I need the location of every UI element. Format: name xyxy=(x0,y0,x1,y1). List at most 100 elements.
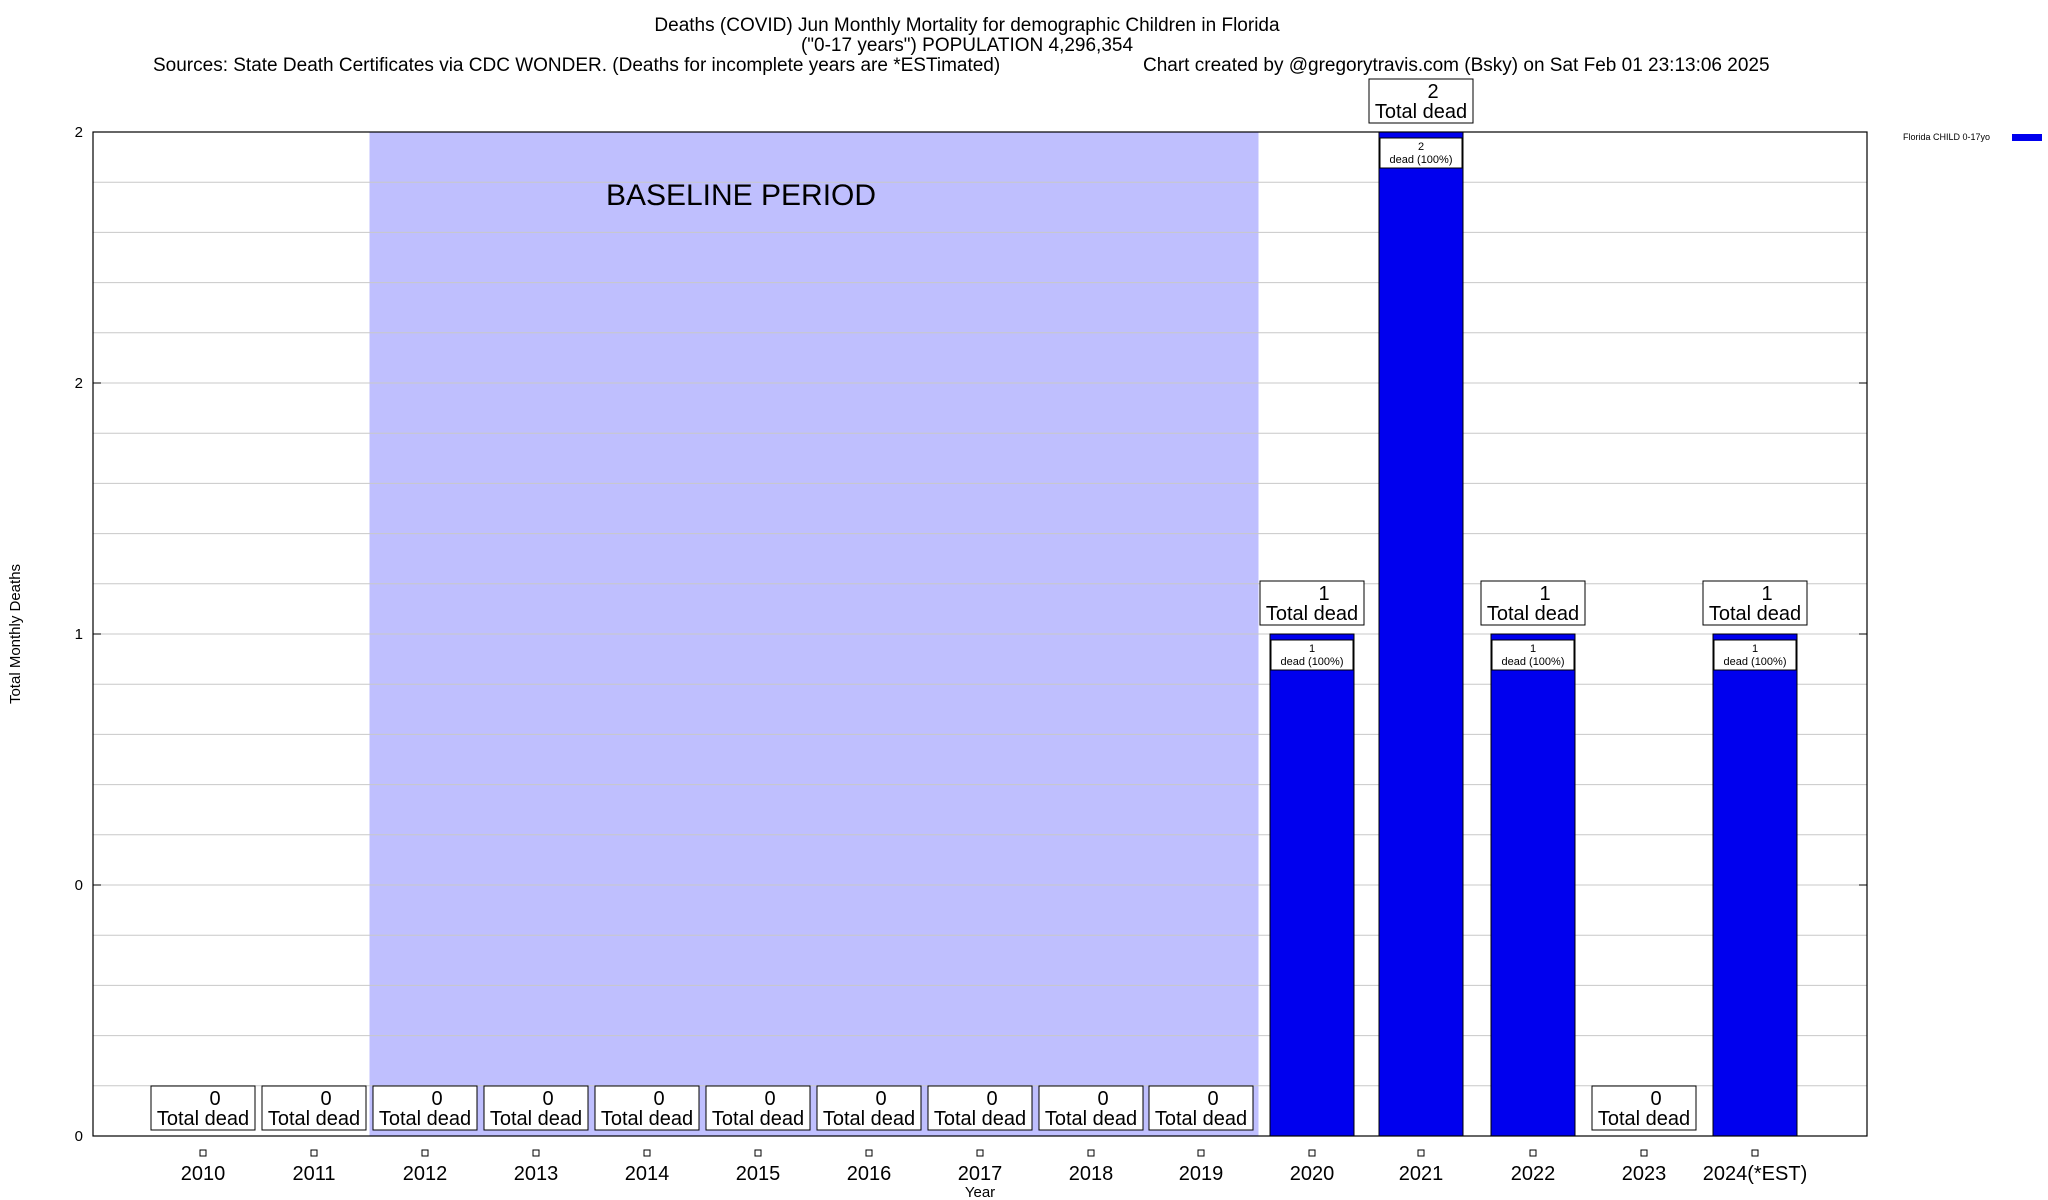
total-label-text: Total dead xyxy=(1598,1108,1690,1130)
total-label-box xyxy=(1259,580,1365,626)
x-tick-label: 2022 xyxy=(1511,1163,1556,1185)
total-label-text: Total dead xyxy=(712,1108,804,1130)
total-label-box xyxy=(816,1085,922,1131)
x-tick-marker xyxy=(1529,1149,1537,1157)
x-tick-label: 2023 xyxy=(1622,1163,1667,1185)
x-tick-marker xyxy=(1640,1149,1648,1157)
total-label-text: Total dead xyxy=(1709,603,1801,625)
x-tick-label: 2021 xyxy=(1399,1163,1444,1185)
total-label-box xyxy=(1038,1085,1144,1131)
total-label-text: Total dead xyxy=(1487,603,1579,625)
x-tick-marker xyxy=(1308,1149,1316,1157)
total-label-text: Total dead xyxy=(379,1108,471,1130)
x-axis-title: Year xyxy=(965,1184,995,1200)
x-tick-marker xyxy=(1751,1149,1759,1157)
bar xyxy=(1490,633,1576,1137)
total-label-value: 0 xyxy=(209,1088,220,1110)
segment-label-box xyxy=(1491,639,1575,671)
segment-label-box xyxy=(1379,137,1463,169)
total-label-box xyxy=(1591,1085,1697,1131)
total-label-box xyxy=(150,1085,256,1131)
legend-label: Florida CHILD 0-17yo xyxy=(1903,132,1990,142)
total-label-box xyxy=(372,1085,478,1131)
total-label-box xyxy=(483,1085,589,1131)
x-tick-label: 2019 xyxy=(1179,1163,1224,1185)
x-tick-label: 2017 xyxy=(958,1163,1003,1185)
x-tick-label: 2010 xyxy=(181,1163,226,1185)
x-tick-label: 2013 xyxy=(514,1163,559,1185)
total-label-value: 1 xyxy=(1318,583,1329,605)
total-label-value: 0 xyxy=(1650,1088,1661,1110)
total-label-box xyxy=(261,1085,367,1131)
chart-credit: Chart created by @gregorytravis.com (Bsk… xyxy=(1143,55,1770,76)
total-label-value: 0 xyxy=(986,1088,997,1110)
total-label-value: 0 xyxy=(542,1088,553,1110)
x-tick-marker xyxy=(421,1149,429,1157)
bar xyxy=(1378,131,1464,1137)
total-label-value: 2 xyxy=(1427,81,1438,103)
segment-label-value: 1 xyxy=(1752,643,1758,655)
x-tick-marker xyxy=(1197,1149,1205,1157)
segment-label-box xyxy=(1270,639,1354,671)
x-tick-label: 2011 xyxy=(292,1163,335,1185)
y-tick-label: 2 xyxy=(75,375,83,392)
x-tick-label: 2018 xyxy=(1069,1163,1114,1185)
x-tick-marker xyxy=(643,1149,651,1157)
x-tick-marker xyxy=(976,1149,984,1157)
x-tick-label: 2014 xyxy=(625,1163,670,1185)
total-label-text: Total dead xyxy=(1266,603,1358,625)
chart-subtitle: ("0-17 years") POPULATION 4,296,354 xyxy=(801,35,1133,56)
segment-label-value: 2 xyxy=(1418,141,1424,153)
total-label-value: 0 xyxy=(1097,1088,1108,1110)
total-label-value: 0 xyxy=(653,1088,664,1110)
segment-label-box xyxy=(1713,639,1797,671)
x-tick-label: 2016 xyxy=(847,1163,892,1185)
chart-header: Deaths (COVID) Jun Monthly Mortality for… xyxy=(153,15,1770,76)
y-tick-label: 1 xyxy=(75,626,83,643)
bar xyxy=(1269,633,1355,1137)
total-label-value: 0 xyxy=(431,1088,442,1110)
total-label-text: Total dead xyxy=(490,1108,582,1130)
total-label-box xyxy=(1368,78,1474,124)
total-label-value: 0 xyxy=(320,1088,331,1110)
y-axis-title: Total Monthly Deaths xyxy=(7,564,24,704)
total-label-value: 1 xyxy=(1539,583,1550,605)
x-tick-marker xyxy=(310,1149,318,1157)
legend: Florida CHILD 0-17yo xyxy=(1903,132,2042,142)
segment-label-text: dead (100%) xyxy=(1502,656,1565,668)
baseline-label: BASELINE PERIOD xyxy=(606,179,876,212)
total-label-value: 1 xyxy=(1761,583,1772,605)
x-tick-marker xyxy=(1087,1149,1095,1157)
x-tick-marker xyxy=(532,1149,540,1157)
total-label-box xyxy=(927,1085,1033,1131)
legend-swatch xyxy=(2012,134,2042,141)
total-label-text: Total dead xyxy=(1155,1108,1247,1130)
total-label-value: 0 xyxy=(764,1088,775,1110)
segment-label-text: dead (100%) xyxy=(1281,656,1344,668)
total-label-text: Total dead xyxy=(157,1108,249,1130)
total-label-text: Total dead xyxy=(601,1108,693,1130)
total-label-box xyxy=(1480,580,1586,626)
total-label-box xyxy=(1148,1085,1254,1131)
x-tick-label: 2024(*EST) xyxy=(1703,1163,1808,1185)
total-label-text: Total dead xyxy=(268,1108,360,1130)
segment-label-text: dead (100%) xyxy=(1390,154,1453,166)
total-label-box xyxy=(594,1085,700,1131)
segment-label-text: dead (100%) xyxy=(1724,656,1787,668)
x-tick-marker xyxy=(865,1149,873,1157)
chart-title: Deaths (COVID) Jun Monthly Mortality for… xyxy=(654,15,1280,36)
x-tick-marker xyxy=(199,1149,207,1157)
total-label-text: Total dead xyxy=(823,1108,915,1130)
total-label-box xyxy=(705,1085,811,1131)
x-tick-marker xyxy=(1417,1149,1425,1157)
y-tick-label: 2 xyxy=(75,124,83,141)
segment-label-value: 1 xyxy=(1309,643,1315,655)
plot-border xyxy=(92,131,1868,1137)
total-label-value: 0 xyxy=(875,1088,886,1110)
plot-area: BASELINE PERIOD 0 0 1 2 2 Total Monthly Deaths… xyxy=(7,78,2042,1200)
x-tick-marker xyxy=(754,1149,762,1157)
total-label-text: Total dead xyxy=(1375,101,1467,123)
chart-sources: Sources: State Death Certificates via CD… xyxy=(153,55,1000,76)
y-tick-label: 0 xyxy=(75,877,83,894)
